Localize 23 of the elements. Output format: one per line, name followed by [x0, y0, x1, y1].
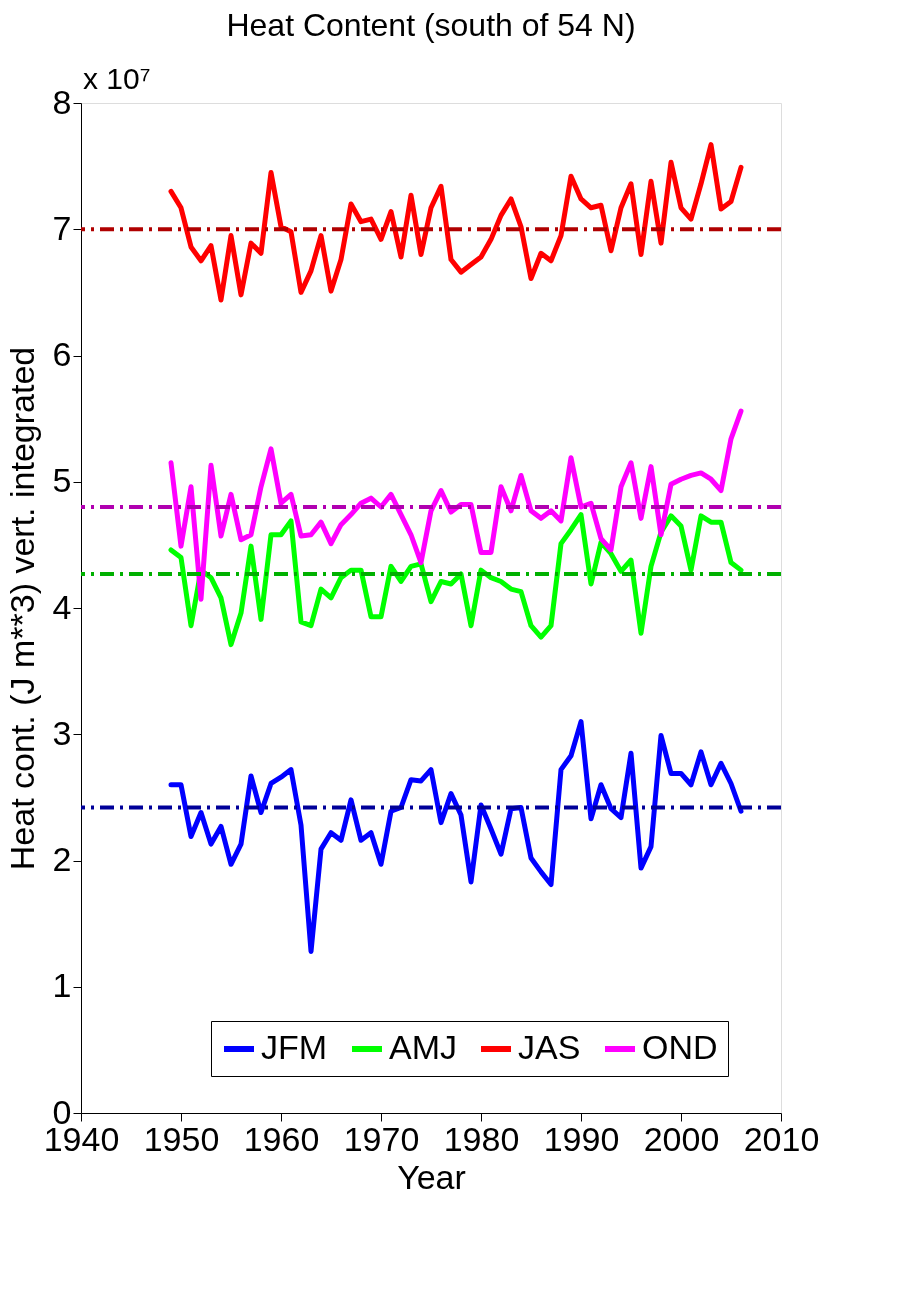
- legend-label: AMJ: [389, 1028, 457, 1066]
- x-axis-title: Year: [397, 1157, 466, 1196]
- y-tick-label: 8: [52, 82, 72, 121]
- x-tick-label: 2000: [643, 1119, 720, 1158]
- x-tick-label: 2010: [743, 1119, 820, 1158]
- text: x 10⁷: [83, 62, 151, 95]
- x-tick-label: 1960: [243, 1119, 320, 1158]
- x-tick-label: 1980: [443, 1119, 520, 1158]
- y-tick-label: 7: [52, 208, 72, 247]
- legend-label: JAS: [518, 1028, 581, 1066]
- y-axis-title: Heat cont. (J m**3) vert. integrated: [2, 346, 41, 871]
- y-tick-label: 2: [52, 840, 72, 878]
- y-tick-label: 5: [52, 461, 72, 500]
- x-tick-label: 1990: [543, 1119, 620, 1158]
- y-tick-label: 6: [52, 335, 72, 373]
- chart-title: Heat Content (south of 54 N): [226, 7, 636, 43]
- x-tick-label: 1950: [143, 1119, 220, 1158]
- legend-label: OND: [642, 1028, 718, 1066]
- y-tick-label: 1: [52, 966, 72, 1005]
- legend-label: JFM: [261, 1028, 328, 1066]
- y-tick-label: 4: [52, 587, 72, 626]
- y-tick-label: 3: [52, 713, 72, 752]
- x-tick-label: 1970: [343, 1119, 420, 1158]
